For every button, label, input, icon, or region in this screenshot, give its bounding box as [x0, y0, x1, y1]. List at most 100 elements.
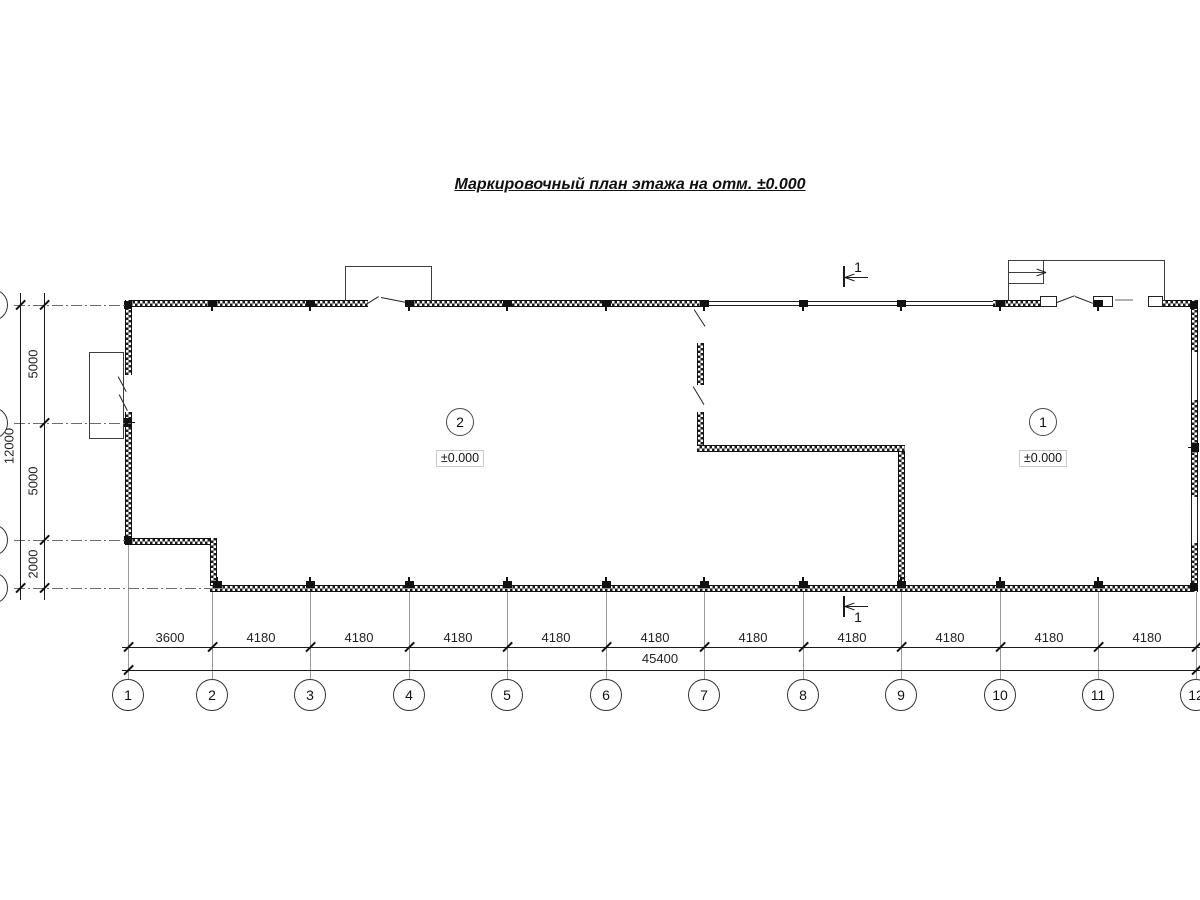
wall-top-1 — [125, 300, 368, 307]
entrance-pier — [1148, 296, 1163, 307]
dimension-label: 4180 — [541, 630, 571, 645]
dimension-line-bottom-segments — [122, 646, 1200, 648]
grid-line-vertical — [310, 592, 311, 679]
room-elevation: ±0.000 — [1018, 450, 1068, 467]
dimension-label: 4180 — [246, 630, 276, 645]
wall-top-2 — [407, 300, 705, 307]
dimension-line-left-total — [19, 293, 21, 600]
room-elevation: ±0.000 — [435, 450, 485, 467]
column-marker — [798, 577, 808, 588]
section-mark-line — [843, 266, 845, 287]
wall-step-horizontal — [125, 538, 217, 545]
wall-interior-lower — [898, 452, 905, 585]
grid-line-row — [14, 587, 210, 589]
dimension-label: 2000 — [25, 549, 41, 579]
wall-top-3 — [993, 300, 1040, 307]
column-marker — [1190, 301, 1198, 309]
dimension-label-total: 45400 — [641, 651, 679, 666]
dimension-label: 4180 — [1132, 630, 1162, 645]
column-marker — [601, 577, 611, 588]
column-marker — [699, 300, 709, 311]
axis-number: 3 — [306, 687, 314, 703]
column-marker — [601, 300, 611, 311]
wall-left-2 — [125, 412, 132, 545]
axis-number: 2 — [208, 687, 216, 703]
axis-number: 8 — [799, 687, 807, 703]
grid-line-vertical — [128, 545, 129, 679]
entrance-porch-top-right — [1008, 260, 1165, 301]
grid-line-vertical — [507, 592, 508, 679]
axis-bubble-9: 9 — [885, 679, 917, 711]
section-mark-line — [845, 605, 868, 607]
dimension-label: 5000 — [25, 349, 41, 379]
dimension-label: 4180 — [640, 630, 670, 645]
grid-line-vertical — [704, 592, 705, 679]
section-mark-line — [843, 596, 845, 617]
column-marker — [207, 300, 217, 311]
column-marker — [124, 301, 132, 309]
wall-left-1 — [125, 300, 132, 375]
column-marker — [404, 577, 414, 588]
door-threshold — [1115, 299, 1133, 301]
column-marker — [995, 300, 1005, 311]
axis-number: 7 — [700, 687, 708, 703]
axis-bubble-4: 4 — [393, 679, 425, 711]
ramp-line — [1008, 283, 1043, 284]
axis-bubble-8: 8 — [787, 679, 819, 711]
grid-line-vertical — [803, 592, 804, 679]
axis-bubble-5: 5 — [491, 679, 523, 711]
column-marker — [1190, 583, 1198, 591]
column-marker — [124, 536, 132, 544]
room-number: 1 — [1039, 414, 1047, 430]
wall-right-3 — [1191, 543, 1198, 592]
wall-step-vertical — [210, 538, 217, 592]
section-mark-line — [845, 276, 868, 278]
axis-number: 1 — [124, 687, 132, 703]
dimension-label: 4180 — [443, 630, 473, 645]
column-marker — [798, 300, 808, 311]
row-axis-bubble — [0, 289, 8, 321]
room-tag-1: 1 — [1029, 408, 1057, 436]
axis-bubble-3: 3 — [294, 679, 326, 711]
column-marker — [896, 300, 906, 311]
column-marker — [212, 577, 222, 588]
dimension-label-total: 12000 — [1, 427, 17, 465]
axis-bubble-12: 12 — [1180, 679, 1200, 711]
axis-number: 11 — [1090, 687, 1106, 703]
wall-top-4 — [1163, 300, 1198, 307]
room-number: 2 — [456, 414, 464, 430]
axis-bubble-6: 6 — [590, 679, 622, 711]
row-axis-bubble — [0, 524, 8, 556]
axis-number: 5 — [503, 687, 511, 703]
axis-number: 4 — [405, 687, 413, 703]
grid-line-row — [14, 539, 125, 541]
row-axis-bubble — [0, 572, 8, 604]
axis-number: 12 — [1188, 687, 1200, 703]
column-marker — [404, 300, 414, 311]
column-marker — [699, 577, 709, 588]
dimension-line-bottom-total — [122, 669, 1200, 671]
room-tag-2: 2 — [446, 408, 474, 436]
grid-line-row — [14, 304, 125, 306]
grid-line-row — [14, 422, 131, 424]
wall-top-light — [705, 301, 993, 306]
axis-bubble-2: 2 — [196, 679, 228, 711]
column-marker — [1093, 300, 1103, 311]
section-mark-label: 1 — [854, 259, 862, 275]
wall-interior-horizontal — [697, 445, 905, 452]
axis-number: 9 — [897, 687, 905, 703]
grid-line-vertical — [901, 592, 902, 679]
axis-bubble-1: 1 — [112, 679, 144, 711]
column-marker — [502, 577, 512, 588]
grid-line-vertical — [212, 592, 213, 679]
wall-interior-upper — [697, 343, 704, 385]
dimension-line-left-segments — [43, 293, 45, 600]
axis-bubble-11: 11 — [1082, 679, 1114, 711]
axis-number: 10 — [992, 687, 1008, 703]
column-marker — [305, 300, 315, 311]
entrance-porch-top-left — [345, 266, 432, 301]
drawing-title: Маркировочный план этажа на отм. ±0.000 — [454, 176, 806, 193]
column-marker — [502, 300, 512, 311]
column-marker — [995, 577, 1005, 588]
